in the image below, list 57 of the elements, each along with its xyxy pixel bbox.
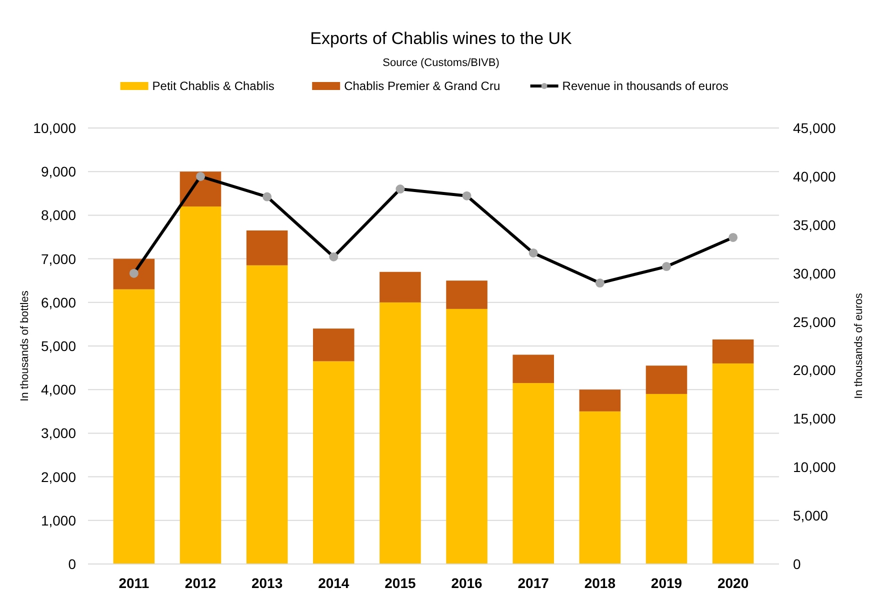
bar bbox=[313, 328, 354, 362]
bar bbox=[579, 390, 621, 412]
y2-tick-label: 10,000 bbox=[793, 459, 836, 476]
bar bbox=[712, 363, 754, 564]
bar bbox=[646, 366, 688, 394]
y2-tick-label: 45,000 bbox=[793, 120, 836, 136]
y2-tick-label: 15,000 bbox=[793, 410, 836, 427]
bar bbox=[113, 258, 155, 290]
bar bbox=[246, 265, 288, 564]
x-tick-label: 2015 bbox=[384, 575, 416, 591]
x-tick-label: 2014 bbox=[318, 575, 350, 591]
chart-subtitle: Source (Customs/BIVB) bbox=[382, 57, 500, 69]
x-tick-label: 2016 bbox=[451, 575, 483, 591]
y-tick-label: 6,000 bbox=[40, 294, 76, 310]
y-tick-label: 0 bbox=[68, 556, 76, 572]
chart-title: Exports of Chablis wines to the UK bbox=[310, 29, 573, 48]
y2-tick-label: 5,000 bbox=[793, 508, 828, 524]
y2-tick-label: 35,000 bbox=[793, 216, 836, 233]
y2-tick-label: 30,000 bbox=[793, 265, 836, 282]
bar bbox=[246, 230, 288, 266]
bar bbox=[180, 206, 222, 564]
y-tick-label: 9,000 bbox=[40, 164, 76, 180]
bar bbox=[712, 339, 754, 364]
x-tick-label: 2011 bbox=[118, 575, 150, 591]
y-tick-label: 10,000 bbox=[33, 120, 76, 136]
bar bbox=[380, 272, 421, 302]
x-tick-label: 2019 bbox=[650, 575, 682, 591]
x-tick-label: 2020 bbox=[717, 575, 749, 591]
bar bbox=[512, 383, 554, 564]
y2-tick-label: 0 bbox=[793, 556, 801, 572]
x-tick-label: 2018 bbox=[584, 575, 616, 591]
legend-label: Revenue in thousands of euros bbox=[562, 79, 728, 93]
x-tick-label: 2012 bbox=[184, 575, 216, 591]
y2-tick-label: 40,000 bbox=[793, 168, 836, 184]
y-tick-label: 8,000 bbox=[40, 207, 76, 224]
y-tick-label: 7,000 bbox=[40, 250, 76, 267]
legend-label: Petit Chablis & Chablis bbox=[152, 79, 274, 93]
y-tick-label: 3,000 bbox=[40, 425, 76, 442]
bar bbox=[313, 361, 354, 564]
bar bbox=[512, 354, 554, 384]
y2-axis-title: In thousands of euros bbox=[853, 292, 865, 399]
y-tick-label: 1,000 bbox=[40, 512, 76, 528]
bar bbox=[646, 394, 688, 564]
y-axis-title: In thousands of bottles bbox=[19, 290, 31, 402]
y-tick-label: 4,000 bbox=[40, 382, 76, 398]
bar bbox=[380, 302, 421, 564]
x-tick-label: 2013 bbox=[251, 575, 283, 591]
y-tick-label: 5,000 bbox=[40, 338, 76, 354]
bar bbox=[446, 308, 488, 564]
bar bbox=[113, 289, 155, 564]
legend-label: Chablis Premier & Grand Cru bbox=[344, 79, 500, 93]
bar bbox=[579, 411, 621, 564]
y2-tick-label: 25,000 bbox=[793, 314, 836, 330]
x-tick-label: 2017 bbox=[518, 575, 550, 591]
bar bbox=[446, 280, 488, 309]
y2-tick-label: 20,000 bbox=[793, 362, 836, 378]
y-tick-label: 2,000 bbox=[40, 468, 76, 485]
